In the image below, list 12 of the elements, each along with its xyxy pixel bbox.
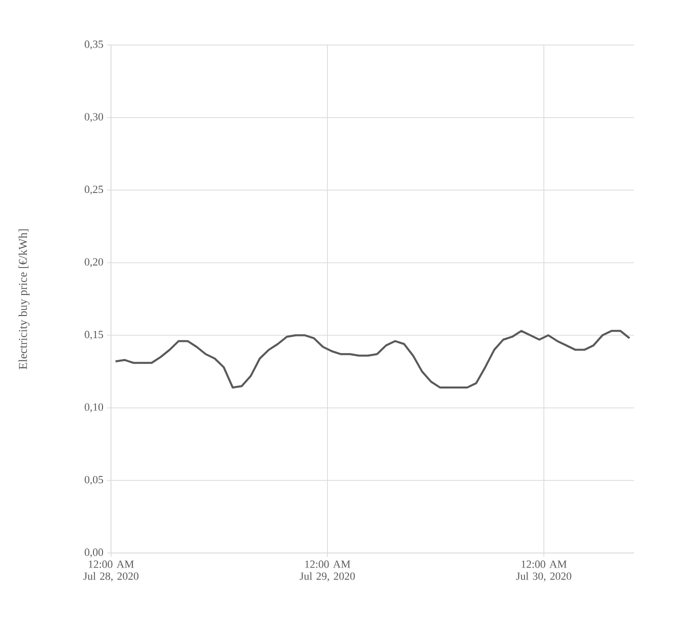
y-tick-label: 0,30 <box>84 113 104 122</box>
x-tick-label: 12:00 AM Jul 29, 2020 <box>300 560 355 582</box>
y-tick-label: 0,20 <box>84 258 104 268</box>
y-tick-label: 0,35 <box>84 40 104 50</box>
y-tick-label: 0,10 <box>84 403 104 412</box>
y-tick-label: 0,15 <box>84 330 104 340</box>
y-tick-label: 0,00 <box>84 548 104 558</box>
y-tick-label: 0,05 <box>84 476 104 485</box>
y-axis-title: Electricity buy price [€/kWh] <box>18 229 30 370</box>
x-tick-label: 12:00 AM Jul 28, 2020 <box>83 560 138 582</box>
x-tick-label: 12:00 AM Jul 30, 2020 <box>516 560 572 582</box>
y-tick-label: 0,25 <box>84 186 104 195</box>
